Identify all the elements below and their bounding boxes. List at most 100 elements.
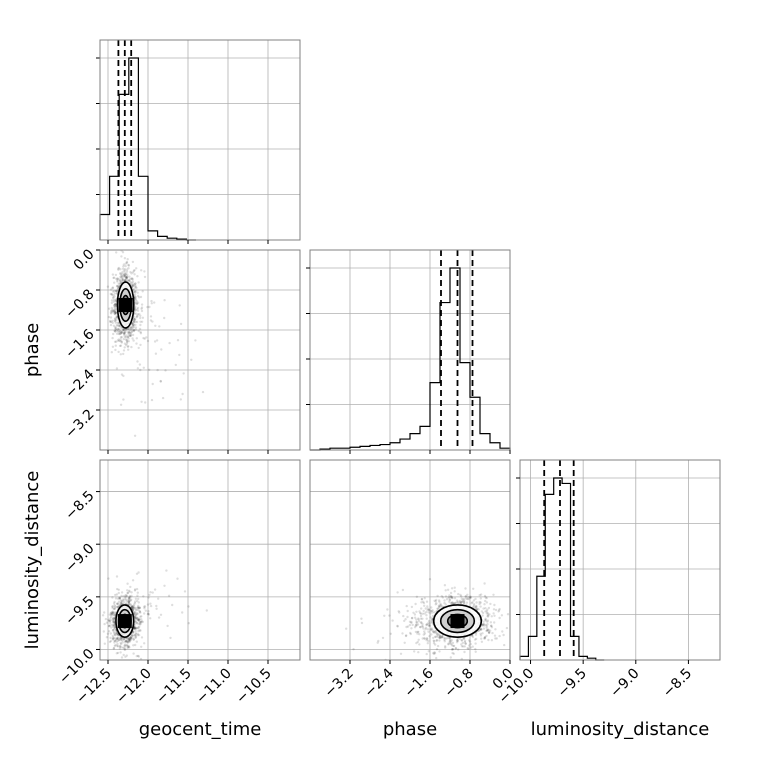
- scatter-point: [122, 263, 126, 266]
- scatter-point: [139, 629, 142, 632]
- scatter-point: [479, 601, 482, 604]
- scatter-point: [417, 630, 420, 634]
- scatter-point: [420, 601, 423, 604]
- scatter-point: [454, 601, 457, 605]
- scatter-point: [142, 336, 145, 340]
- scatter-point: [127, 278, 131, 282]
- scatter-point: [466, 597, 469, 601]
- scatter-point: [134, 309, 138, 312]
- scatter-point: [114, 273, 118, 277]
- scatter-point: [432, 639, 435, 642]
- scatter-point: [483, 582, 486, 585]
- scatter-point: [137, 604, 140, 608]
- panel-border: [519, 459, 721, 661]
- scatter-point: [134, 619, 137, 622]
- scatter-point: [115, 251, 118, 254]
- scatter-point: [123, 331, 126, 334]
- scatter-point: [133, 612, 136, 615]
- scatter-point: [131, 326, 134, 329]
- scatter-point: [112, 276, 115, 280]
- scatter-point: [420, 597, 424, 601]
- scatter-point: [464, 595, 468, 598]
- scatter-point: [435, 639, 438, 642]
- scatter-point: [466, 647, 469, 650]
- scatter-point: [475, 604, 478, 608]
- scatter-point: [111, 607, 114, 610]
- scatter-point: [478, 594, 481, 597]
- scatter-point: [401, 588, 405, 592]
- scatter-point: [421, 622, 424, 626]
- scatter-point: [139, 611, 142, 614]
- scatter-point: [135, 640, 138, 643]
- scatter-point: [114, 308, 117, 311]
- scatter-point: [412, 611, 415, 614]
- scatter-point: [118, 344, 122, 348]
- scatter-point: [486, 615, 489, 618]
- scatter-point: [163, 316, 166, 320]
- scatter-point: [419, 625, 422, 629]
- scatter-point: [438, 650, 441, 653]
- scatter-point: [122, 352, 125, 356]
- scatter-point: [132, 607, 136, 610]
- scatter-point: [113, 310, 116, 313]
- scatter-point: [454, 601, 457, 605]
- scatter-point: [415, 624, 418, 627]
- scatter-point: [117, 327, 121, 331]
- scatter-point: [125, 276, 128, 279]
- scatter-point: [113, 639, 116, 643]
- scatter-point: [487, 613, 490, 617]
- scatter-point: [444, 646, 447, 649]
- scatter-point: [418, 610, 421, 613]
- scatter-point: [425, 639, 428, 642]
- scatter-point: [425, 623, 428, 626]
- scatter-point: [462, 637, 465, 641]
- scatter-point: [140, 269, 143, 272]
- scatter-point: [102, 630, 106, 633]
- scatter-point: [109, 613, 113, 617]
- scatter-point: [134, 613, 137, 616]
- scatter-point: [127, 637, 130, 640]
- scatter-point: [160, 348, 163, 351]
- scatter-point: [465, 597, 468, 600]
- scatter-point: [428, 622, 431, 625]
- scatter-point: [405, 634, 408, 637]
- scatter-point: [397, 610, 400, 613]
- scatter-point: [485, 596, 488, 600]
- scatter-point: [124, 655, 127, 658]
- scatter-point: [114, 631, 118, 634]
- scatter-point: [129, 596, 132, 599]
- scatter-point: [124, 640, 128, 643]
- scatter-point: [114, 326, 118, 329]
- scatter-point: [149, 315, 153, 318]
- scatter-point: [450, 648, 454, 651]
- scatter-point: [105, 621, 109, 624]
- scatter-point: [463, 639, 467, 642]
- joint-content: [101, 569, 208, 660]
- scatter-point: [440, 595, 443, 598]
- scatter-point: [122, 398, 125, 401]
- scatter-point: [132, 644, 135, 647]
- scatter-point: [455, 599, 459, 602]
- scatter-point: [432, 636, 435, 640]
- scatter-point: [133, 601, 137, 605]
- scatter-point: [469, 642, 472, 646]
- scatter-point: [129, 326, 132, 329]
- scatter-point: [487, 631, 491, 634]
- scatter-point: [151, 591, 154, 594]
- scatter-point: [140, 306, 144, 309]
- scatter-point: [126, 335, 130, 338]
- scatter-point: [480, 610, 484, 613]
- scatter-point: [127, 637, 130, 641]
- scatter-point: [111, 611, 115, 615]
- scatter-point: [135, 626, 138, 630]
- scatter-point: [121, 328, 125, 331]
- scatter-point: [139, 314, 142, 317]
- scatter-point: [434, 600, 437, 603]
- scatter-point: [410, 605, 414, 609]
- scatter-point: [134, 627, 138, 630]
- scatter-point: [115, 318, 118, 322]
- scatter-point: [117, 285, 120, 288]
- scatter-point: [130, 633, 134, 636]
- scatter-point: [129, 270, 132, 274]
- scatter-point: [485, 625, 488, 628]
